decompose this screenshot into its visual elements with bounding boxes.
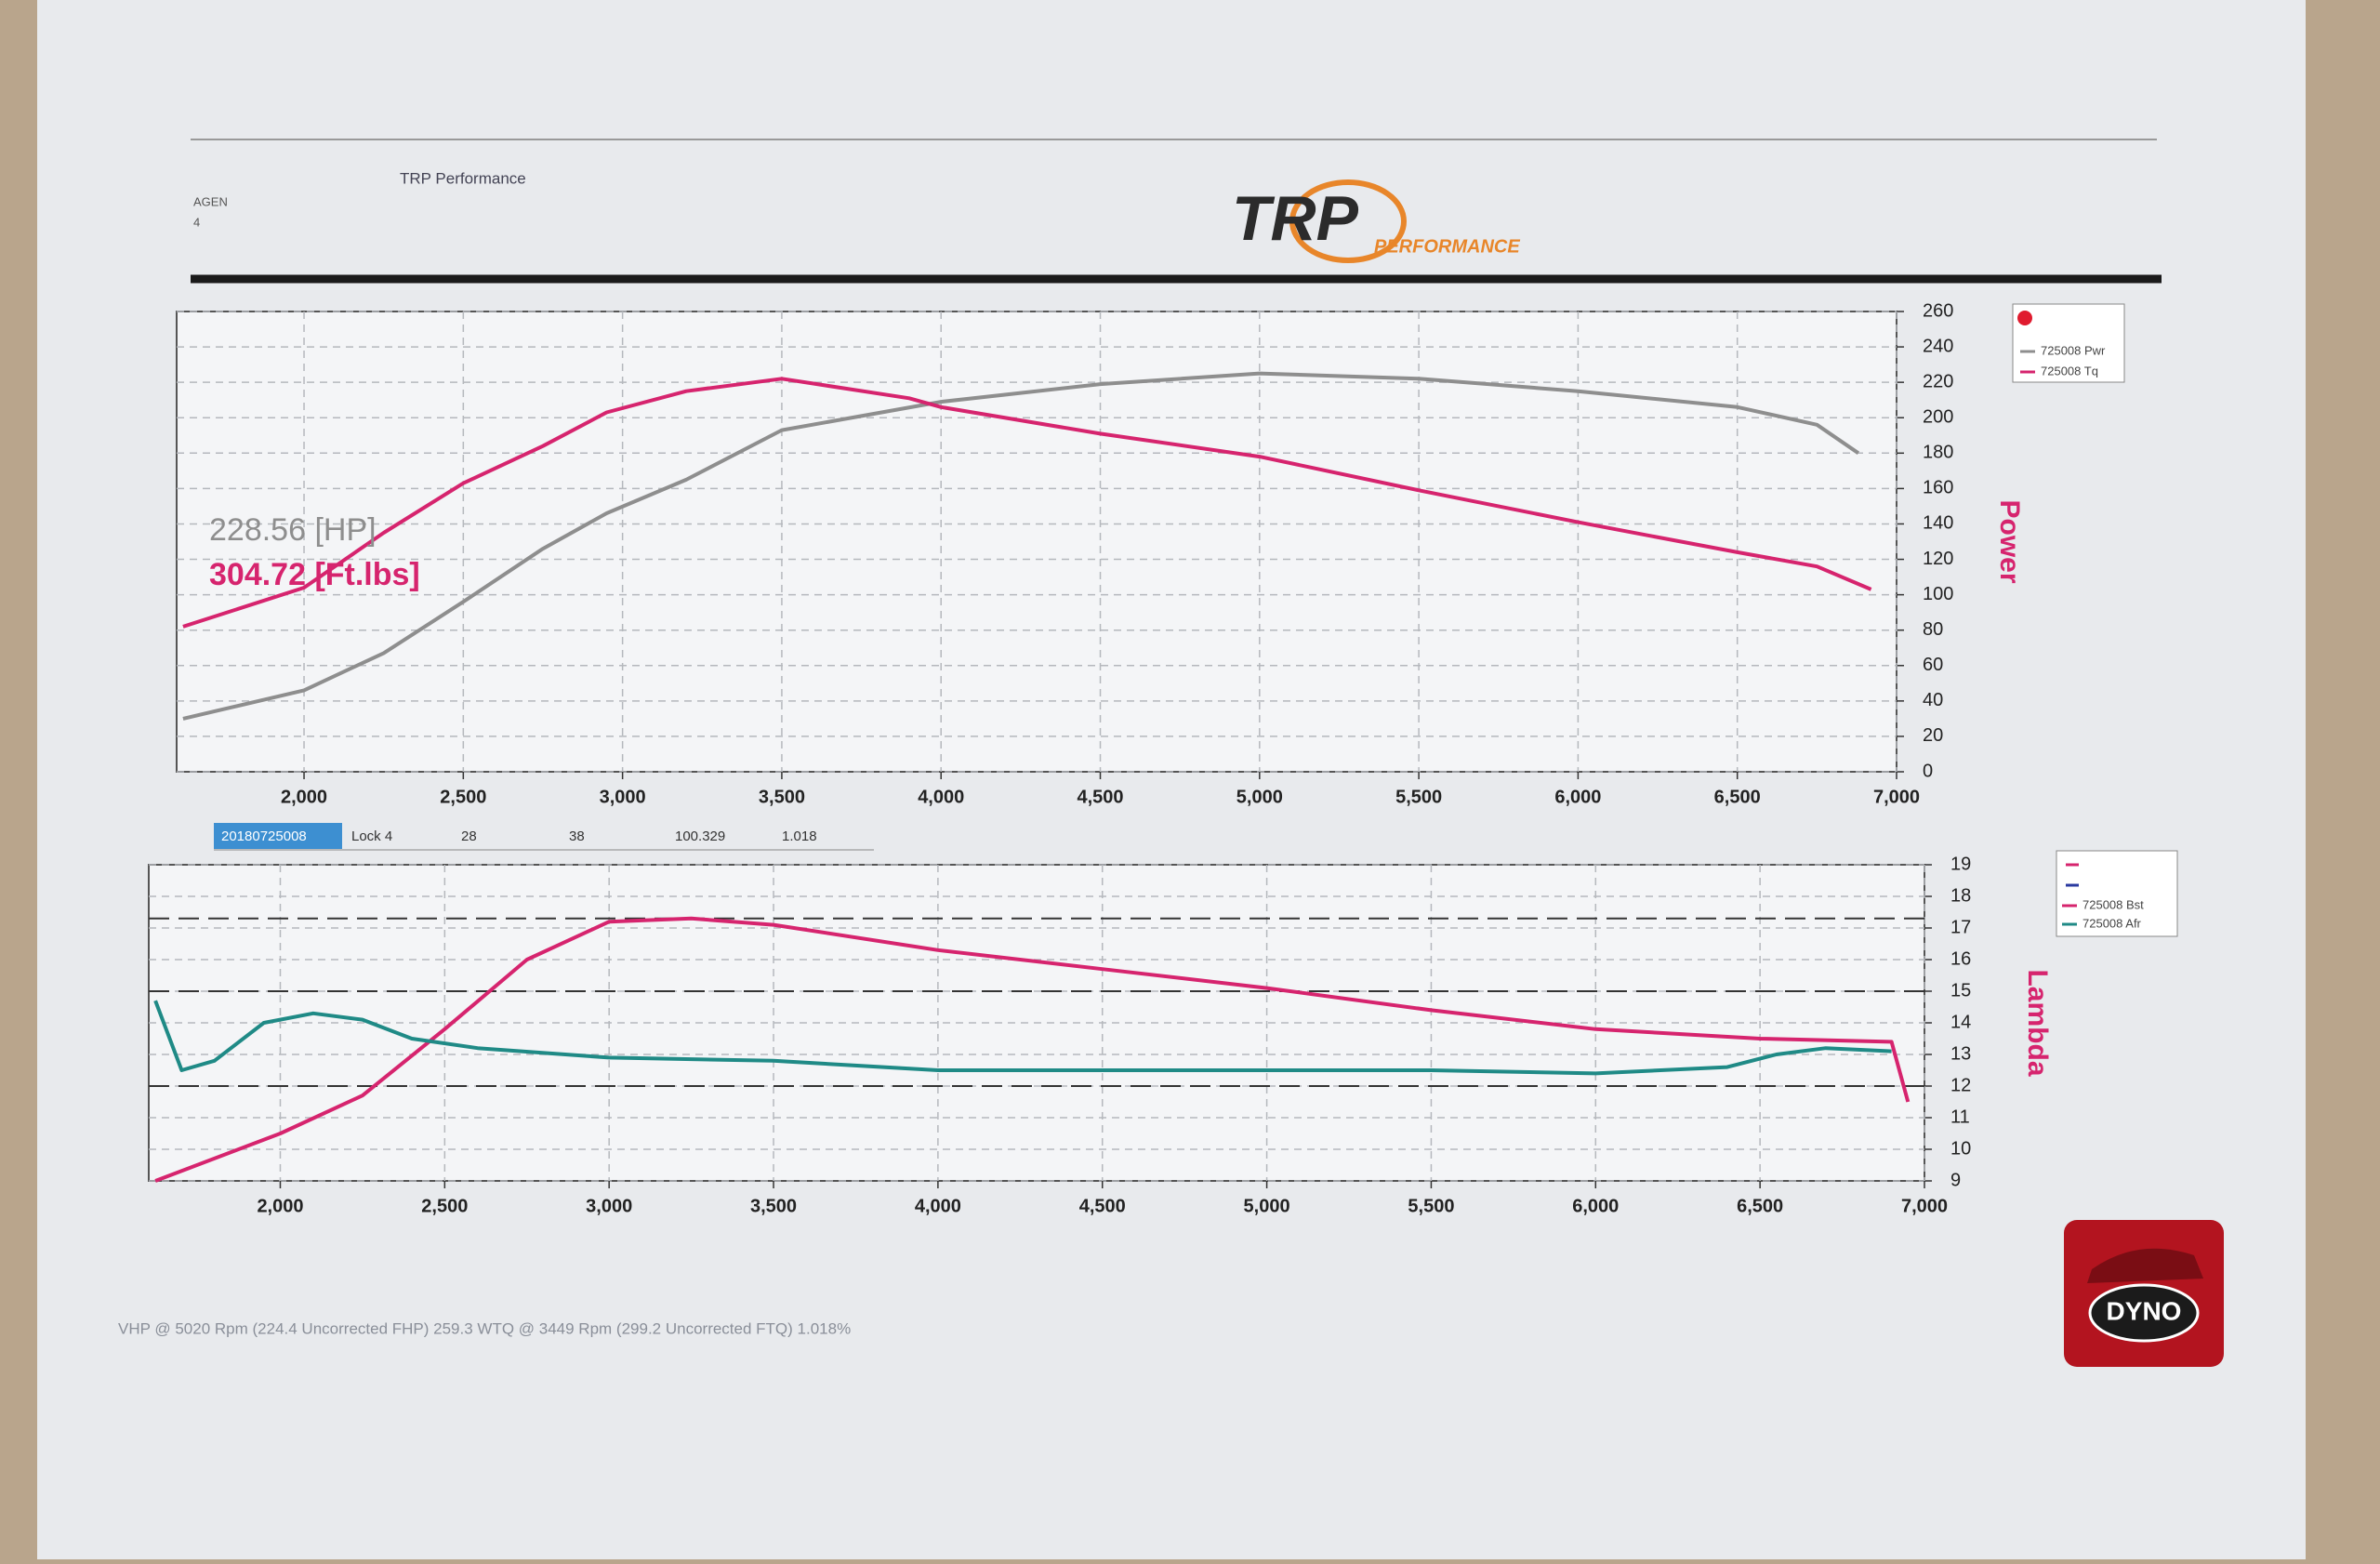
y-tick-label: 17 [1950,917,1971,937]
x-tick-label: 2,500 [440,787,486,807]
logo: TRP [1232,183,1359,254]
annotation: 304.72 [Ft.lbs] [209,557,420,592]
run-info: 20180725008 Lock 4 28 38 100.329 1.018 [214,823,874,851]
x-tick-label: 4,000 [915,1196,961,1216]
run-info-cell: 28 [461,828,477,844]
data-line [154,916,1911,1183]
vehicle-line2: 4 [193,215,200,229]
y-tick-label: 100 [1923,584,1953,604]
run-id-highlight [214,823,342,849]
legend-box [2056,850,2178,937]
plot-area [176,311,1897,773]
y-tick-label: 200 [1923,407,1953,428]
x-tick-label: 4,500 [1077,787,1123,807]
y-axis-label: Power [1994,499,2025,583]
y-tick-label: 19 [1950,854,1971,874]
y-tick-label: 10 [1950,1138,1971,1159]
y-tick-label: 120 [1923,549,1953,569]
y-tick-label: 140 [1923,513,1953,534]
x-tick-label: 5,000 [1244,1196,1290,1216]
logo-swoosh [1289,179,1407,263]
y-tick-label: 80 [1923,619,1943,640]
legend-label: 725008 Pwr [2041,343,2106,357]
legend-marker [2017,311,2032,325]
x-tick-label: 6,500 [1737,1196,1783,1216]
y-tick-label: 180 [1923,443,1953,463]
x-tick-label: 3,000 [586,1196,632,1216]
y-tick-label: 240 [1923,336,1953,356]
legend-label: 725008 Afr [2082,916,2142,930]
y-tick-label: 9 [1950,1170,1961,1190]
y-tick-label: 160 [1923,478,1953,498]
footer: VHP @ 5020 Rpm (224.4 Uncorrected FHP) 2… [118,1319,851,1337]
x-tick-label: 2,500 [421,1196,468,1216]
company-name: TRP Performance [400,169,526,187]
x-tick-label: 5,500 [1408,1196,1454,1216]
run-info-cell: 1.018 [782,828,817,844]
y-tick-label: 12 [1950,1075,1971,1095]
y-tick-label: 15 [1950,980,1971,1001]
legend-label: 725008 Bst [2082,897,2144,911]
y-tick-label: 14 [1950,1012,1971,1032]
x-tick-label: 3,000 [600,787,646,807]
x-tick-label: 7,000 [1901,1196,1948,1216]
x-tick-label: 5,500 [1395,787,1442,807]
paper [37,0,2306,1559]
x-tick-label: 4,500 [1079,1196,1126,1216]
badge-oval [2088,1283,2200,1343]
y-tick-label: 260 [1923,300,1953,321]
data-line [153,1000,1892,1076]
vehicle: AGEN [193,194,228,208]
badge-car [2087,1248,2203,1283]
data-line [182,371,1860,721]
y-tick-label: 220 [1923,371,1953,391]
y-tick-label: 16 [1950,948,1971,969]
run-info-cell: 20180725008 [221,828,307,844]
annotation: 228.56 [HP] [209,512,377,548]
y-tick-label: 11 [1950,1107,1970,1127]
badge-text: DYNO [2107,1296,2182,1325]
y-tick-label: 20 [1923,725,1943,746]
y-axis-label: Lambda [2022,969,2053,1076]
run-info-cell: 38 [569,828,585,844]
x-tick-label: 6,000 [1554,787,1601,807]
x-tick-label: 4,000 [918,787,964,807]
x-tick-label: 6,000 [1572,1196,1619,1216]
x-tick-label: 3,500 [759,787,805,807]
data-line [182,377,1872,629]
y-tick-label: 18 [1950,885,1971,906]
x-tick-label: 5,000 [1236,787,1283,807]
x-tick-label: 6,500 [1714,787,1761,807]
y-tick-label: 60 [1923,655,1943,675]
legend-label: 725008 Tq [2041,364,2098,378]
y-tick-label: 0 [1923,761,1933,781]
x-tick-label: 7,000 [1873,787,1920,807]
x-tick-label: 2,000 [257,1196,303,1216]
run-info-cell: Lock 4 [351,828,392,844]
y-tick-label: 13 [1950,1043,1971,1064]
x-tick-label: 3,500 [750,1196,797,1216]
x-tick-label: 2,000 [281,787,327,807]
y-tick-label: 40 [1923,690,1943,710]
logo-sub: PERFORMANCE [1374,236,1520,257]
run-info-cell: 100.329 [675,828,725,844]
